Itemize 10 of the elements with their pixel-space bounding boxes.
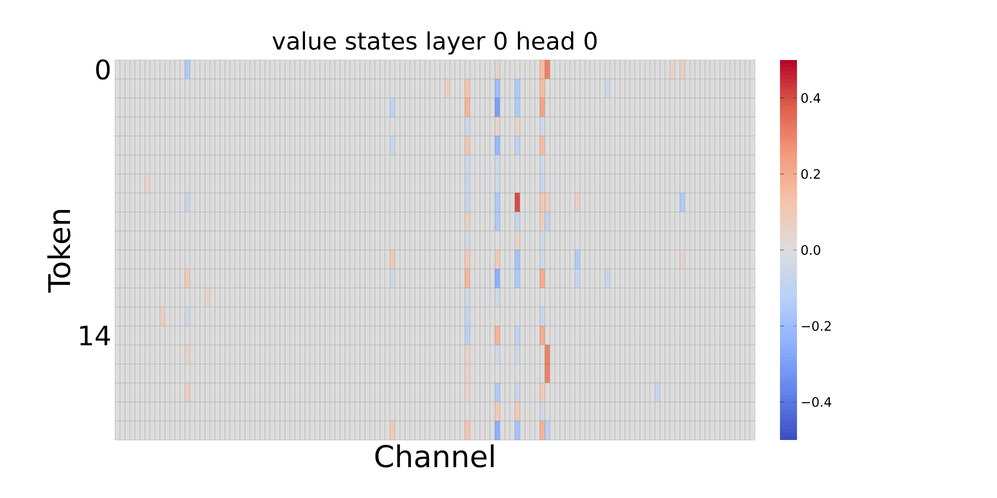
color-bar-label: −0.4	[802, 397, 832, 407]
color-bar-label: 0.4	[801, 93, 820, 103]
y-tick-label: 14	[80, 326, 110, 346]
color-bar-label: −0.2	[802, 321, 831, 331]
chart-title: value states layer 0 head 0	[272, 31, 597, 54]
y-axis-title: Token	[47, 210, 70, 293]
x-axis-title: Channel	[375, 444, 494, 468]
y-tick-label: 0	[96, 59, 110, 80]
color-bar-label: 0.2	[801, 169, 820, 179]
color-bar-label: 0.0	[801, 245, 820, 255]
